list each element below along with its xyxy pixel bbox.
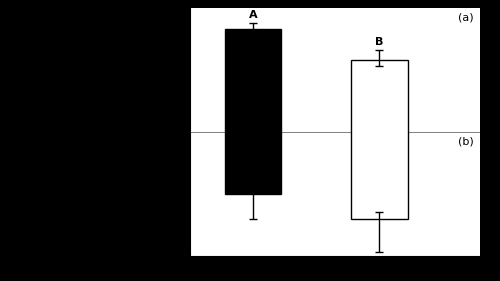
Text: B: B bbox=[375, 37, 384, 47]
Text: PS (%): PS (%) bbox=[121, 52, 131, 89]
Text: A: A bbox=[248, 10, 258, 20]
Bar bbox=[351, 60, 408, 219]
Text: (a): (a) bbox=[458, 13, 473, 22]
Text: PR (%): PR (%) bbox=[121, 175, 131, 213]
Bar bbox=[224, 29, 281, 194]
Text: (b): (b) bbox=[458, 136, 473, 146]
